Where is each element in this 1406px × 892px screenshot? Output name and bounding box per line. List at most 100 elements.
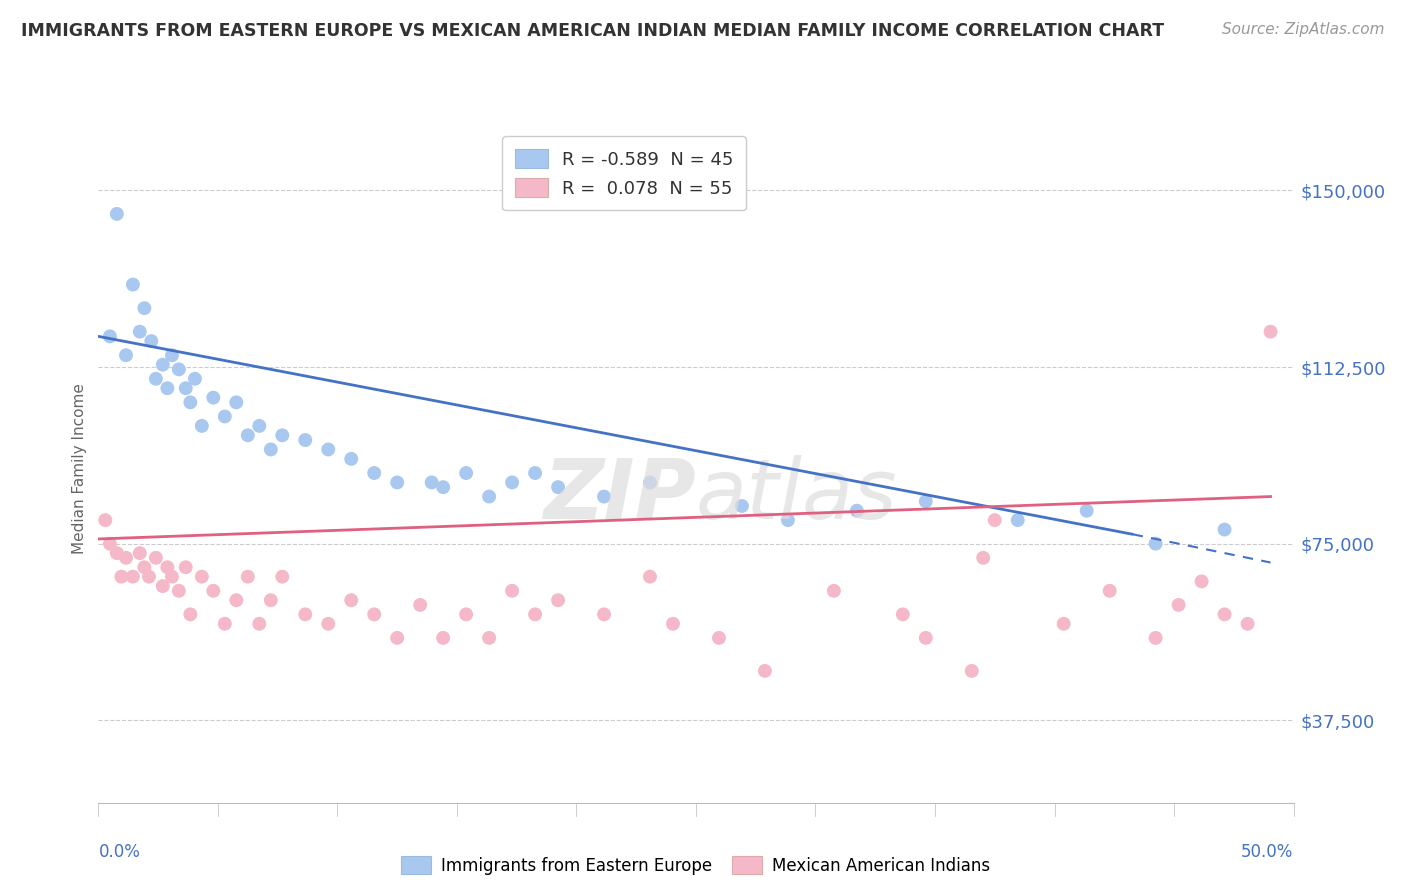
Text: ZIP: ZIP xyxy=(543,455,696,535)
Point xyxy=(236,569,259,583)
Point xyxy=(271,428,294,442)
Point xyxy=(191,418,214,433)
Point xyxy=(1213,607,1236,622)
Point xyxy=(145,372,167,386)
Point xyxy=(960,664,983,678)
Point xyxy=(156,560,179,574)
Point xyxy=(524,466,547,480)
Point xyxy=(776,513,799,527)
Point xyxy=(1167,598,1189,612)
Text: 50.0%: 50.0% xyxy=(1241,843,1294,861)
Point xyxy=(1076,504,1098,518)
Point xyxy=(593,490,616,504)
Point xyxy=(340,593,363,607)
Point xyxy=(134,301,156,315)
Point xyxy=(202,583,225,598)
Point xyxy=(1213,523,1236,537)
Point xyxy=(593,607,616,622)
Text: atlas: atlas xyxy=(696,455,897,535)
Point xyxy=(105,207,128,221)
Point xyxy=(260,593,283,607)
Point xyxy=(363,466,385,480)
Point xyxy=(662,616,685,631)
Point xyxy=(1053,616,1076,631)
Text: IMMIGRANTS FROM EASTERN EUROPE VS MEXICAN AMERICAN INDIAN MEDIAN FAMILY INCOME C: IMMIGRANTS FROM EASTERN EUROPE VS MEXICA… xyxy=(21,22,1164,40)
Point xyxy=(363,607,385,622)
Point xyxy=(214,616,236,631)
Text: 0.0%: 0.0% xyxy=(98,843,141,861)
Point xyxy=(501,583,523,598)
Point xyxy=(105,546,128,560)
Point xyxy=(385,475,409,490)
Point xyxy=(478,631,501,645)
Point xyxy=(138,569,160,583)
Point xyxy=(167,362,190,376)
Point xyxy=(316,616,339,631)
Point xyxy=(385,631,409,645)
Point xyxy=(202,391,225,405)
Point xyxy=(225,395,247,409)
Point xyxy=(1144,631,1167,645)
Point xyxy=(456,607,478,622)
Point xyxy=(152,579,174,593)
Point xyxy=(260,442,283,457)
Point xyxy=(420,475,443,490)
Point xyxy=(98,329,121,343)
Point xyxy=(179,607,201,622)
Point xyxy=(271,569,294,583)
Point xyxy=(984,513,1007,527)
Point xyxy=(134,560,156,574)
Point xyxy=(1236,616,1258,631)
Point xyxy=(501,475,523,490)
Point xyxy=(247,418,270,433)
Point xyxy=(1144,537,1167,551)
Point xyxy=(167,583,190,598)
Point xyxy=(731,499,754,513)
Point xyxy=(174,381,197,395)
Point xyxy=(98,537,121,551)
Point xyxy=(478,490,501,504)
Point xyxy=(152,358,174,372)
Text: Source: ZipAtlas.com: Source: ZipAtlas.com xyxy=(1222,22,1385,37)
Point xyxy=(294,433,316,447)
Point xyxy=(122,569,145,583)
Point xyxy=(456,466,478,480)
Y-axis label: Median Family Income: Median Family Income xyxy=(72,383,87,554)
Point xyxy=(638,569,661,583)
Point xyxy=(122,277,145,292)
Point xyxy=(141,334,163,348)
Point xyxy=(94,513,117,527)
Point xyxy=(145,550,167,565)
Point xyxy=(128,546,150,560)
Point xyxy=(754,664,776,678)
Point xyxy=(115,348,138,362)
Point xyxy=(823,583,845,598)
Point xyxy=(409,598,432,612)
Point xyxy=(156,381,179,395)
Point xyxy=(247,616,270,631)
Point xyxy=(707,631,730,645)
Point xyxy=(891,607,914,622)
Point xyxy=(191,569,214,583)
Point xyxy=(432,631,454,645)
Point xyxy=(160,348,183,362)
Point xyxy=(1098,583,1121,598)
Point xyxy=(914,631,936,645)
Point xyxy=(1007,513,1029,527)
Point xyxy=(174,560,197,574)
Point xyxy=(547,480,569,494)
Point xyxy=(638,475,661,490)
Point xyxy=(972,550,994,565)
Point xyxy=(110,569,132,583)
Point xyxy=(225,593,247,607)
Point xyxy=(179,395,201,409)
Point xyxy=(340,451,363,466)
Point xyxy=(294,607,316,622)
Point xyxy=(214,409,236,424)
Point xyxy=(316,442,339,457)
Point xyxy=(160,569,183,583)
Point xyxy=(115,550,138,565)
Point xyxy=(128,325,150,339)
Point xyxy=(236,428,259,442)
Point xyxy=(1260,325,1282,339)
